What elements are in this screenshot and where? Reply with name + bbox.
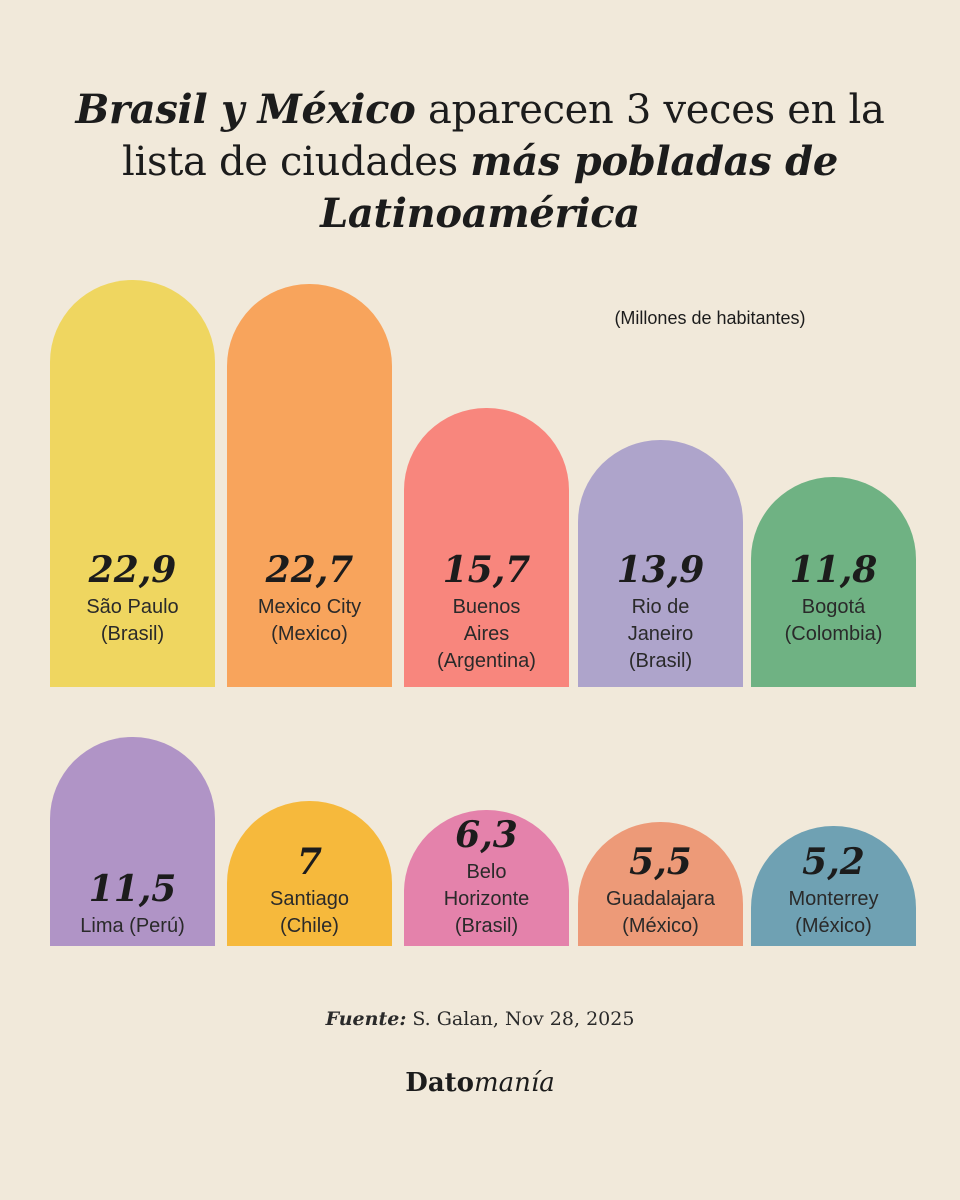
- brand-logo: Datomanía: [0, 1068, 960, 1098]
- title-text: aparecen 3 veces en la lista de ciudades: [122, 87, 885, 185]
- source-label: Fuente:: [325, 1008, 407, 1030]
- bar-value-label: 6,3: [455, 813, 518, 856]
- source-line: Fuente: S. Galan, Nov 28, 2025: [0, 1008, 960, 1030]
- bar-category-label: Buenos Aires (Argentina): [437, 595, 536, 672]
- bar-value-label: 5,2: [802, 841, 865, 883]
- bar: 11,8 Bogotá (Colombia): [751, 477, 916, 687]
- bar: 22,9 São Paulo (Brasil): [50, 280, 215, 687]
- bar-category-label: Rio de Janeiro (Brasil): [627, 595, 694, 672]
- bar-value-label: 22,7: [265, 548, 354, 591]
- bar-category-label: Monterrey (México): [788, 888, 879, 937]
- bar-value-label: 7: [296, 840, 323, 883]
- chart-title: Brasil y México aparecen 3 veces en la l…: [60, 84, 900, 240]
- bar-category-label: São Paulo (Brasil): [86, 596, 179, 645]
- bar-category-label: Guadalajara (México): [606, 887, 715, 937]
- bar: 5,5 Guadalajara (México): [578, 821, 743, 946]
- bar: 7 Santiago (Chile): [227, 800, 392, 946]
- bar-value-label: 11,5: [88, 868, 177, 910]
- bar-category-label: Lima (Perú): [80, 915, 185, 937]
- bar: 11,5 Lima (Perú): [50, 737, 215, 946]
- bar-category-label: Bogotá (Colombia): [784, 595, 883, 645]
- bar-value-label: 15,7: [442, 548, 531, 591]
- bar-value-label: 11,8: [789, 548, 878, 591]
- title-emphasis-1: Brasil y México: [75, 86, 416, 133]
- bar-value-label: 5,5: [629, 840, 692, 883]
- title-emphasis-2: más pobladas de Latinoamérica: [320, 138, 838, 237]
- brand-part2: manía: [474, 1068, 555, 1098]
- brand-part1: Dato: [405, 1068, 475, 1098]
- bar-value-label: 22,9: [88, 549, 177, 591]
- bar-value-label: 13,9: [616, 548, 705, 591]
- bar: 5,2 Monterrey (México): [751, 826, 916, 946]
- bar-category-label: Belo Horizonte (Brasil): [443, 860, 530, 937]
- bar-category-label: Santiago (Chile): [270, 887, 349, 937]
- source-text: S. Galan, Nov 28, 2025: [412, 1008, 635, 1030]
- bar-category-label: Mexico City (Mexico): [257, 595, 362, 645]
- bar: 15,7 Buenos Aires (Argentina): [404, 407, 569, 687]
- unit-label: (Millones de habitantes): [614, 308, 806, 328]
- bar: 22,7 Mexico City (Mexico): [227, 283, 392, 687]
- bar: 6,3 Belo Horizonte (Brasil): [404, 810, 569, 946]
- bar: 13,9 Rio de Janeiro (Brasil): [578, 439, 743, 687]
